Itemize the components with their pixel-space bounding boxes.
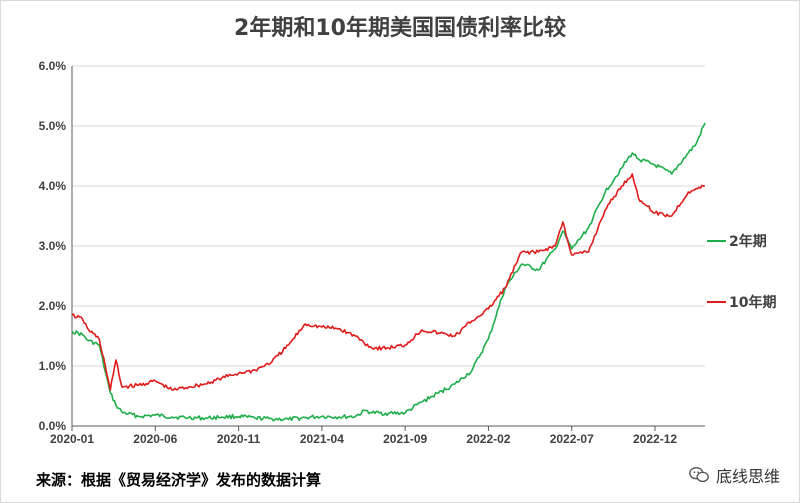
x-tick-label: 2021-04 <box>300 432 344 446</box>
source-note: 来源：根据《贸易经济学》发布的数据计算 <box>36 471 322 489</box>
x-tick-label: 2022-07 <box>550 432 594 446</box>
watermark-label: 底线思维 <box>715 467 780 486</box>
y-tick-labels: 0.0% 1.0% 2.0% 3.0% 4.0% 5.0% 6.0% <box>39 59 67 433</box>
x-tick-label: 2022-12 <box>633 432 677 446</box>
legend: 2年期 10年期 <box>707 233 776 311</box>
y-tick-label: 4.0% <box>39 179 67 193</box>
axes <box>71 66 705 431</box>
y-tick-label: 2.0% <box>39 299 67 313</box>
x-tick-label: 2021-09 <box>383 432 427 446</box>
x-tick-label: 2020-06 <box>133 432 177 446</box>
x-tick-label: 2022-02 <box>466 432 510 446</box>
y-tick-label: 1.0% <box>39 359 67 373</box>
series-line-1 <box>71 173 706 391</box>
wechat-icon <box>689 466 709 483</box>
grid-lines <box>72 65 705 367</box>
series-lines <box>71 122 706 422</box>
y-tick-label: 5.0% <box>39 119 67 133</box>
y-tick-label: 6.0% <box>39 59 67 73</box>
watermark: 底线思维 <box>688 463 780 487</box>
chart-title: 2年期和10年期美国国债利率比较 <box>234 16 566 41</box>
x-tick-labels: 2020-01 2020-06 2020-11 2021-04 2021-09 2022-… <box>50 432 677 446</box>
series-line-0 <box>71 122 706 422</box>
legend-label: 2年期 <box>729 233 767 250</box>
y-tick-label: 0.0% <box>39 419 67 433</box>
x-tick-label: 2020-01 <box>50 432 94 446</box>
x-tick-label: 2020-11 <box>217 432 261 446</box>
y-tick-label: 3.0% <box>39 239 67 253</box>
legend-label: 10年期 <box>729 294 776 311</box>
